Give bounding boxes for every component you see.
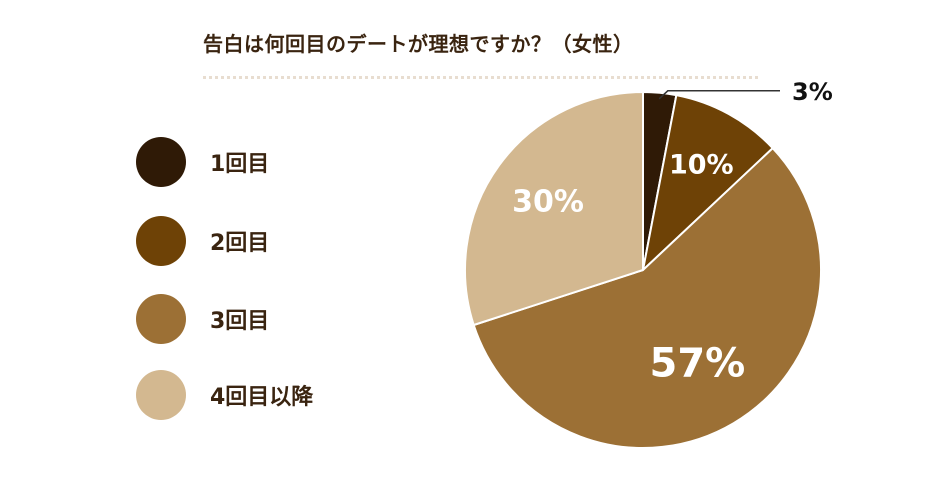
slice-label-3: 57%	[650, 340, 746, 386]
legend-label-1: 1回目	[210, 152, 270, 177]
pie-slice-2	[642, 94, 774, 271]
slice-label-2: 10%	[669, 150, 734, 181]
legend-item-4: 4回目以降	[136, 370, 313, 420]
title-divider	[203, 76, 758, 79]
pie-slice-4	[464, 91, 644, 327]
leader-line-1	[658, 90, 780, 100]
legend-item-3: 3回目	[136, 294, 269, 344]
legend-label-2: 2回目	[210, 231, 270, 256]
legend-swatch-1	[136, 137, 186, 187]
legend-swatch-3	[136, 294, 186, 344]
legend-label-3: 3回目	[210, 309, 270, 334]
pie-slice-3	[472, 147, 822, 449]
legend-item-1: 1回目	[136, 137, 269, 187]
slice-label-4: 30%	[512, 185, 584, 220]
slice-label-1: 3%	[792, 78, 833, 106]
chart-title: 告白は何回目のデートが理想ですか？（女性）	[203, 32, 634, 56]
legend-label-4: 4回目以降	[210, 385, 314, 410]
legend-swatch-2	[136, 216, 186, 266]
legend-swatch-4	[136, 370, 186, 420]
legend-item-2: 2回目	[136, 216, 269, 266]
